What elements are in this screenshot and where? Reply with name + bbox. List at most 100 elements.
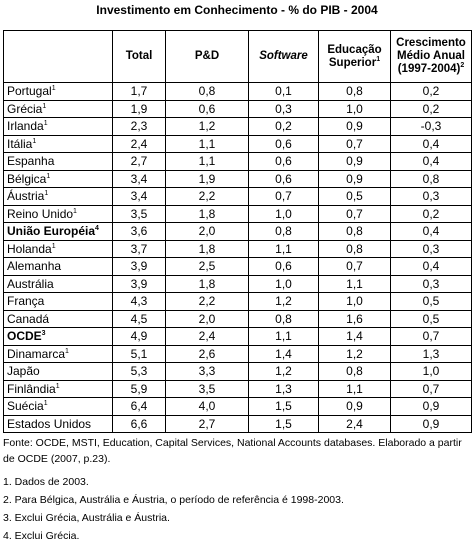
value-cell: 0,8 [318, 239, 391, 258]
footnote-ref: 1 [46, 172, 51, 180]
value-cell: 3,6 [112, 222, 166, 241]
country-cell: União Européia4 [3, 222, 113, 241]
table-row: OCDE3 4,9 2,4 1,1 1,4 0,7 [3, 327, 472, 346]
value-cell: 1,0 [318, 292, 391, 311]
value-cell: 1,1 [248, 327, 319, 346]
value-cell: 0,7 [318, 204, 391, 223]
value-cell: 2,5 [165, 257, 249, 276]
value-cell: 0,8 [248, 222, 319, 241]
value-cell: 0,8 [318, 222, 391, 241]
value-cell: 0,7 [318, 134, 391, 153]
value-cell: 5,9 [112, 379, 166, 398]
header-text: P&D [194, 50, 220, 62]
value-cell: 0,3 [390, 239, 472, 258]
value-cell: 4,9 [112, 327, 166, 346]
value-cell: 5,1 [112, 344, 166, 363]
value-cell: 1,1 [318, 379, 391, 398]
table-row: Alemanha 3,9 2,5 0,6 0,7 0,4 [3, 257, 472, 276]
country-name: União Européia [7, 224, 96, 239]
country-cell: Grécia1 [3, 99, 113, 118]
table-row: Holanda1 3,7 1,8 1,1 0,8 0,3 [3, 239, 472, 258]
header-cell: Crescimento Médio Anual (1997-2004)2 [390, 30, 472, 83]
value-cell: 0,9 [318, 397, 391, 416]
value-cell: 2,4 [318, 414, 391, 433]
value-cell: 2,7 [165, 414, 249, 433]
header-cell: Total [112, 30, 166, 83]
country-cell: Reino Unido1 [3, 204, 113, 223]
country-name: Áustria [7, 189, 45, 204]
value-cell: 2,0 [165, 222, 249, 241]
country-name: Austrália [7, 276, 54, 291]
value-cell: 0,2 [390, 204, 472, 223]
value-cell: 3,7 [112, 239, 166, 258]
country-cell: Bélgica1 [3, 169, 113, 188]
value-cell: 1,5 [248, 397, 319, 416]
header-text: Software [259, 50, 308, 62]
value-cell: 4,5 [112, 309, 166, 328]
value-cell: 1,8 [165, 239, 249, 258]
source: Fonte: OCDE, MSTI, Education, Capital Se… [3, 437, 462, 465]
table-row: Áustria1 3,4 2,2 0,7 0,5 0,3 [3, 187, 472, 206]
value-cell: 0,8 [165, 82, 249, 101]
value-cell: 3,5 [112, 204, 166, 223]
country-name: Finlândia [7, 381, 56, 396]
value-cell: 0,8 [248, 309, 319, 328]
country-name: Canadá [7, 311, 50, 326]
footnote: 3. Exclui Grécia, Austrália e Áustria. [3, 512, 170, 524]
country-cell: Portugal1 [3, 82, 113, 101]
value-cell: 0,7 [390, 379, 472, 398]
table-row: França 4,3 2,2 1,2 1,0 0,5 [3, 292, 472, 311]
country-name: Estados Unidos [7, 416, 92, 431]
value-cell: 1,7 [112, 82, 166, 101]
value-cell: 0,5 [318, 187, 391, 206]
country-name: Bélgica [7, 171, 47, 186]
value-cell: 0,7 [390, 327, 472, 346]
value-cell: 2,6 [165, 344, 249, 363]
value-cell: 1,1 [165, 152, 249, 171]
footnote-ref: 1 [32, 137, 37, 145]
table-row: Suécia1 6,4 4,0 1,5 0,9 0,9 [3, 397, 472, 416]
country-cell: Alemanha [3, 257, 113, 276]
value-cell: 3,3 [165, 362, 249, 381]
value-cell: 1,1 [248, 239, 319, 258]
value-cell: 0,6 [165, 99, 249, 118]
table-row: União Européia4 3,6 2,0 0,8 0,8 0,4 [3, 222, 472, 241]
table-row: Dinamarca1 5,1 2,6 1,4 1,2 1,3 [3, 344, 472, 363]
value-cell: 1,1 [318, 274, 391, 293]
country-cell: Japão [3, 362, 113, 381]
country-name: Alemanha [7, 259, 62, 274]
header-text: Crescimento Médio Anual (1997-2004) [396, 37, 466, 75]
country-name: França [7, 294, 45, 309]
value-cell: 3,9 [112, 274, 166, 293]
value-cell: 0,8 [318, 82, 391, 101]
table-row: Japão 5,3 3,3 1,2 0,8 1,0 [3, 362, 472, 381]
notes: 1. Dados de 2003. 2. Para Bélgica, Austrá… [3, 473, 471, 545]
country-cell: França [3, 292, 113, 311]
footnote-ref: 1 [65, 347, 69, 355]
country-name: Irlanda [7, 119, 44, 134]
value-cell: 0,2 [390, 99, 472, 118]
value-cell: 0,4 [390, 257, 472, 276]
footnote-ref: 2 [460, 62, 465, 69]
footer: Fonte: OCDE, MSTI, Education, Capital Se… [3, 436, 471, 545]
footnote-ref: 1 [51, 242, 56, 250]
table-row: Finlândia1 5,9 3,5 1,3 1,1 0,7 [3, 379, 472, 398]
value-cell: 1,0 [248, 204, 319, 223]
value-cell: 0,5 [390, 309, 472, 328]
value-cell: 0,9 [390, 397, 472, 416]
value-cell: 0,2 [390, 82, 472, 101]
value-cell: 0,7 [248, 187, 319, 206]
data-table: Total P&D Software Educação Superior1 Cresci… [3, 30, 472, 433]
footnote-ref: 1 [43, 120, 48, 128]
header-cell: P&D [165, 30, 249, 83]
country-cell: Estados Unidos [3, 414, 113, 433]
footnote-ref: 1 [42, 102, 47, 110]
value-cell: 1,9 [112, 99, 166, 118]
value-cell: 2,0 [165, 309, 249, 328]
value-cell: 1,2 [165, 117, 249, 136]
country-name: Grécia [7, 101, 43, 116]
table-row: Itália1 2,4 1,1 0,6 0,7 0,4 [3, 134, 472, 153]
footnote-ref: 1 [55, 382, 60, 390]
country-name: OCDE [7, 329, 42, 344]
value-cell: 0,2 [248, 117, 319, 136]
